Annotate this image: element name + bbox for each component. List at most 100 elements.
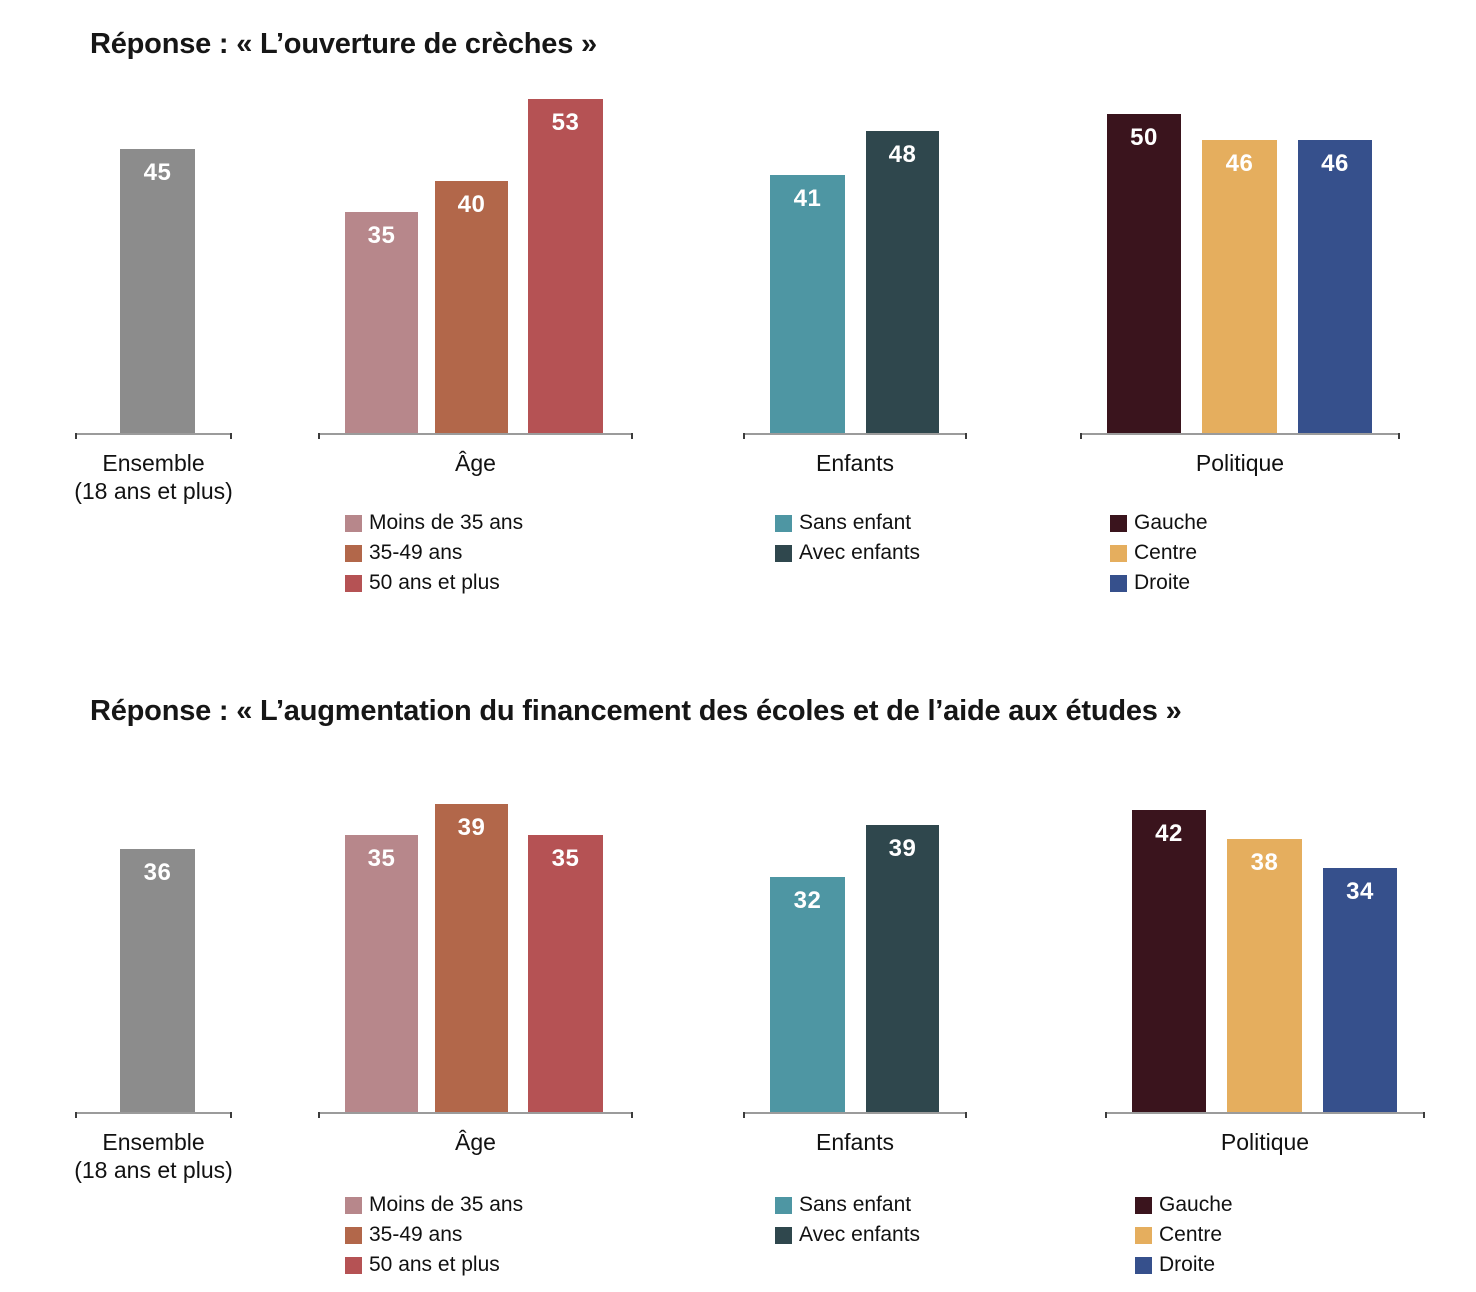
legend-swatch xyxy=(1135,1256,1152,1274)
legend-swatch xyxy=(775,544,792,562)
legend-item-gauche: Gauche xyxy=(1135,1194,1233,1216)
bar-centre: 38 xyxy=(1227,839,1302,1112)
group-label-ensemble-18-ans-et-plus: Ensemble (18 ans et plus) xyxy=(15,449,292,505)
group-label-line: Politique xyxy=(1220,1129,1310,1155)
bar-value-label: 34 xyxy=(1346,878,1374,905)
bar-ensemble-18-ans-et-plus: 36 xyxy=(120,849,195,1112)
legend-swatch xyxy=(345,514,362,532)
bar-value-label: 35 xyxy=(551,845,580,872)
group-label-line: Enfants xyxy=(816,1129,894,1155)
bar-value-label: 38 xyxy=(1250,849,1279,876)
group-label-line: Politique xyxy=(1195,450,1285,476)
group-label-ensemble-18-ans-et-plus: Ensemble (18 ans et plus) xyxy=(15,1128,292,1184)
bar-50-ans-et-plus: 35 xyxy=(528,835,603,1112)
axis-tick xyxy=(230,433,232,439)
group-label-line: Âge xyxy=(455,1129,496,1155)
legend-label: Droite xyxy=(1159,1253,1216,1276)
legend-age: Moins de 35 ans 35-49 ans 50 ans et plus xyxy=(345,512,523,602)
axis-tick xyxy=(965,433,967,439)
legend-swatch xyxy=(775,1226,792,1244)
legend-label: Gauche xyxy=(1134,511,1208,534)
bar-value-label: 50 xyxy=(1130,124,1158,151)
bar-value-label: 53 xyxy=(551,109,580,136)
legend-label: 35-49 ans xyxy=(369,541,463,564)
bar-value-label: 42 xyxy=(1155,820,1183,847)
bar-value-label: 39 xyxy=(888,835,917,862)
legend-item-35-49-ans: 35-49 ans xyxy=(345,542,523,564)
legend-politique: Gauche Centre Droite xyxy=(1135,1194,1233,1284)
legend-swatch xyxy=(345,574,362,592)
bar-ensemble-18-ans-et-plus: 45 xyxy=(120,149,195,433)
axis-tick xyxy=(631,1112,633,1118)
group-label-age: Âge xyxy=(258,449,693,477)
legend-item-centre: Centre xyxy=(1110,542,1208,564)
bar-value-label: 35 xyxy=(367,845,396,872)
legend-swatch xyxy=(775,1196,792,1214)
bar-sans-enfant: 41 xyxy=(770,175,845,433)
legend-item-gauche: Gauche xyxy=(1110,512,1208,534)
bar-avec-enfants: 39 xyxy=(866,825,939,1112)
axis-tick xyxy=(965,1112,967,1118)
legend-enfants: Sans enfant Avec enfants xyxy=(775,512,920,572)
legend-swatch xyxy=(345,1256,362,1274)
bar-avec-enfants: 48 xyxy=(866,131,939,433)
axis-tick xyxy=(743,433,745,439)
axis-tick xyxy=(75,1112,77,1118)
bar-sans-enfant: 32 xyxy=(770,877,845,1112)
legend-item-35-49-ans: 35-49 ans xyxy=(345,1224,523,1246)
bar-moins-de-35-ans: 35 xyxy=(345,212,418,433)
group-label-enfants: Enfants xyxy=(683,449,1027,477)
legend-age: Moins de 35 ans 35-49 ans 50 ans et plus xyxy=(345,1194,523,1284)
legend-item-droite: Droite xyxy=(1110,572,1208,594)
legend-swatch xyxy=(345,544,362,562)
legend-label: Moins de 35 ans xyxy=(369,1193,524,1216)
bar-value-label: 41 xyxy=(793,185,822,212)
legend-item-avec-enfants: Avec enfants xyxy=(775,1224,920,1246)
legend-swatch xyxy=(1135,1196,1152,1214)
group-label-enfants: Enfants xyxy=(683,1128,1027,1156)
axis-line-enfants xyxy=(743,1112,967,1114)
legend-item-avec-enfants: Avec enfants xyxy=(775,542,920,564)
bar-droite: 34 xyxy=(1323,868,1397,1112)
group-label-line: Enfants xyxy=(816,450,894,476)
legend-label: Droite xyxy=(1134,571,1191,594)
legend-label: Moins de 35 ans xyxy=(369,511,524,534)
bar-moins-de-35-ans: 35 xyxy=(345,835,418,1112)
legend-label: 50 ans et plus xyxy=(369,1253,500,1276)
legend-item-droite: Droite xyxy=(1135,1254,1233,1276)
axis-line-ensemble-18-ans-et-plus xyxy=(75,433,232,435)
legend-item-sans-enfant: Sans enfant xyxy=(775,1194,920,1216)
axis-tick xyxy=(1080,433,1082,439)
bar-value-label: 39 xyxy=(457,814,486,841)
axis-tick xyxy=(230,1112,232,1118)
axis-line-politique xyxy=(1080,433,1400,435)
legend-item-sans-enfant: Sans enfant xyxy=(775,512,920,534)
group-label-politique: Politique xyxy=(1045,1128,1476,1156)
legend-item-moins-de-35-ans: Moins de 35 ans xyxy=(345,1194,523,1216)
legend-swatch xyxy=(1110,544,1127,562)
legend-label: Sans enfant xyxy=(799,1193,912,1216)
bar-value-label: 35 xyxy=(367,222,396,249)
bar-value-label: 32 xyxy=(793,887,822,914)
legend-label: Avec enfants xyxy=(799,541,921,564)
group-label-line: (18 ans et plus) xyxy=(74,1157,233,1183)
group-label-politique: Politique xyxy=(1020,449,1460,477)
axis-tick xyxy=(743,1112,745,1118)
bar-35-49-ans: 39 xyxy=(435,804,508,1112)
legend-swatch xyxy=(1110,514,1127,532)
legend-label: Avec enfants xyxy=(799,1223,921,1246)
legend-label: Centre xyxy=(1134,541,1198,564)
legend-enfants: Sans enfant Avec enfants xyxy=(775,1194,920,1254)
legend-item-moins-de-35-ans: Moins de 35 ans xyxy=(345,512,523,534)
legend-item-centre: Centre xyxy=(1135,1224,1233,1246)
legend-swatch xyxy=(345,1196,362,1214)
axis-line-ensemble-18-ans-et-plus xyxy=(75,1112,232,1114)
bar-droite: 46 xyxy=(1298,140,1372,433)
bar-value-label: 46 xyxy=(1225,150,1254,177)
legend-label: Centre xyxy=(1159,1223,1223,1246)
bar-50-ans-et-plus: 53 xyxy=(528,99,603,433)
group-label-age: Âge xyxy=(258,1128,693,1156)
